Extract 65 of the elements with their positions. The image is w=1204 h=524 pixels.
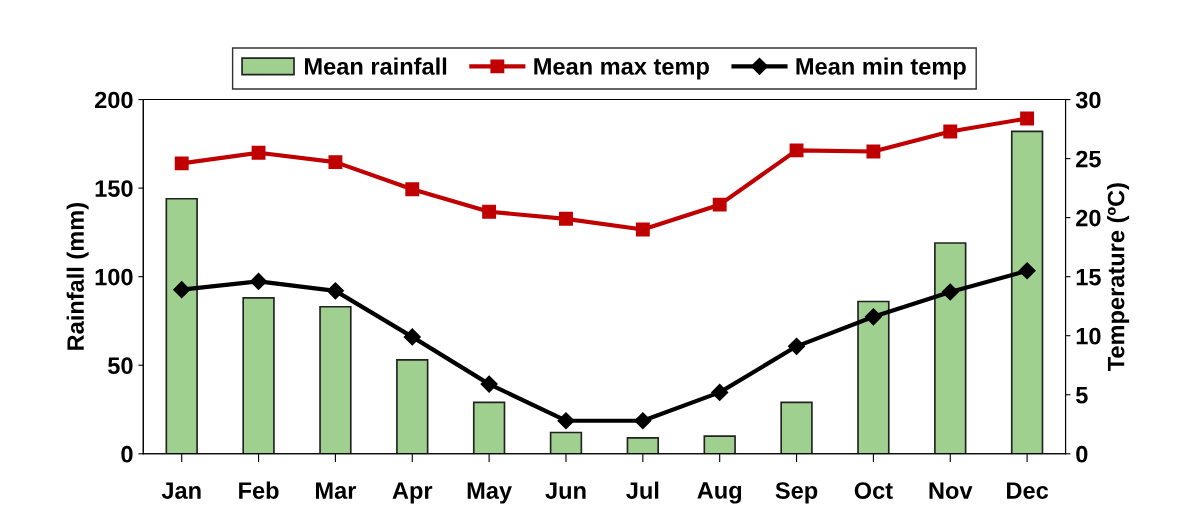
bar [780,401,813,454]
bar [396,359,429,454]
point [711,383,729,401]
point [328,155,343,170]
x-tick-label: May [467,482,512,504]
legend-label: Mean max temp [534,58,709,80]
x-tick-label: Feb [239,481,279,499]
y-tick-label: 0 [121,445,133,463]
point [559,211,573,226]
point [251,145,266,160]
bar [703,435,736,454]
y-axis-title: Rainfall (mm) [66,203,89,350]
point [174,156,189,171]
point [866,144,881,159]
x-tick-label: Jan [161,482,201,499]
point [1020,111,1035,126]
point [635,222,650,237]
y-tick-label: 200 [94,91,133,109]
point [482,204,497,219]
bar [165,197,198,454]
x-tick-label: Oct [854,482,893,499]
point [557,412,575,430]
point [405,182,420,197]
x-tick-label: Aug [697,482,742,504]
y-tick-label: 50 [108,357,133,375]
y2-tick-label: 25 [1076,150,1101,168]
point [403,328,421,346]
y2-tick-label: 10 [1076,327,1101,345]
point [634,412,652,430]
point [1018,262,1036,280]
bar [319,305,352,454]
x-tick-label: Jul [626,481,659,499]
bar [626,437,660,454]
point [480,375,498,393]
y-tick-label: 100 [95,268,133,286]
y-tick-label: 150 [95,180,133,197]
x-tick-label: Mar [316,482,357,499]
point [173,281,191,299]
x-tick-label: Apr [392,482,433,504]
y2-tick-label: 30 [1075,91,1101,109]
point [326,282,344,300]
y2-axis-title: Temperature (ºC) [1107,183,1130,372]
point [789,143,804,158]
legend-label: Mean min temp [796,57,966,80]
point [787,337,806,355]
y2-tick-label: 20 [1076,209,1101,227]
bar [242,297,275,454]
bar [549,431,583,454]
point [941,283,959,301]
y2-tick-label: 5 [1075,387,1088,404]
point [712,197,727,212]
x-tick-label: Nov [929,482,973,499]
point [864,308,882,326]
bar [934,242,967,454]
bar [472,401,506,454]
x-tick-label: Jun [545,482,586,499]
y2-tick-label: 15 [1076,268,1101,286]
x-tick-label: Dec [1007,482,1049,499]
bar [1010,130,1044,454]
point [250,272,268,290]
x-tick-label: Sep [775,482,818,504]
bar [857,300,890,454]
y2-tick-label: 0 [1076,445,1088,463]
legend-label: Mean rainfall [305,57,447,75]
point [943,124,958,139]
